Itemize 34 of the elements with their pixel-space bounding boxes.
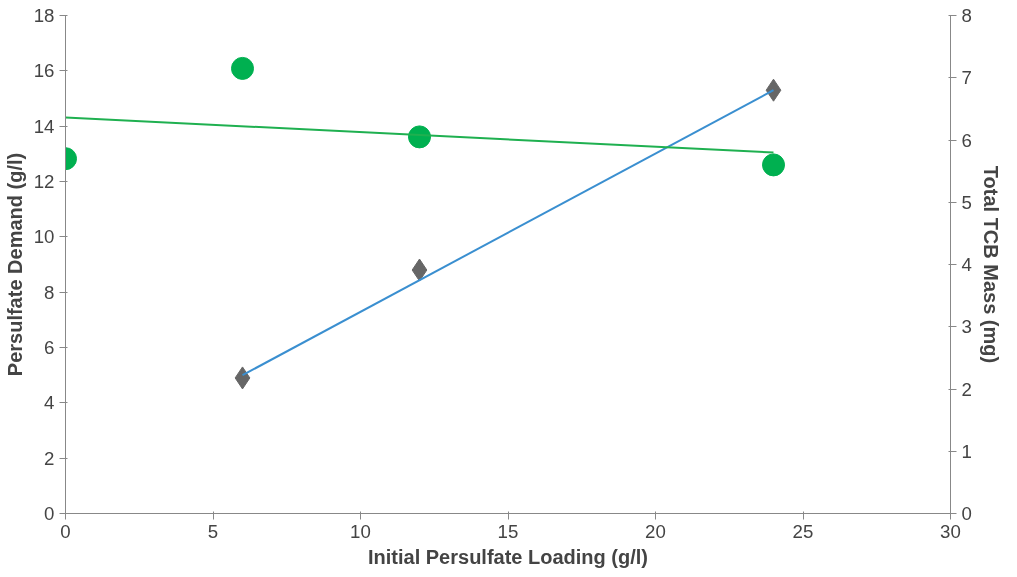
y2-axis-title: Total TCB Mass (mg) (979, 165, 1002, 364)
x-axis-title: Initial Persulfate Loading (g/l) (367, 545, 649, 568)
y2-tick-label: 4 (961, 254, 972, 275)
y-tick-label: 10 (33, 226, 55, 248)
x-tick-label: 20 (645, 520, 666, 542)
y-tick-label: 12 (33, 171, 55, 192)
y-tick-label: 14 (33, 115, 55, 137)
x-tick-label: 25 (792, 520, 814, 542)
y2-tick-label: 7 (961, 67, 972, 89)
y-tick-label: 4 (44, 392, 55, 414)
y2-tick-label: 5 (961, 191, 972, 213)
y-tick-label: 8 (44, 281, 55, 303)
y2-tick-label: 1 (961, 440, 972, 462)
y2-tick-label: 2 (961, 378, 972, 400)
y2-tick-label: 3 (961, 316, 972, 338)
y-tick-label: 2 (44, 447, 55, 469)
y-tick-label: 6 (44, 337, 55, 358)
y-tick-label: 18 (33, 5, 55, 26)
point (411, 258, 428, 282)
y2-tick-label: 0 (961, 503, 972, 524)
y-tick-label: 0 (44, 503, 55, 524)
y-axis-title: Persulfate Demand (g/l) (3, 152, 26, 377)
y-tick-label: 16 (33, 60, 55, 82)
x-tick-label: 10 (350, 520, 371, 542)
x-tick-label: 30 (940, 520, 961, 542)
y2-tick-label: 6 (961, 129, 972, 151)
point (234, 366, 251, 390)
point (762, 153, 785, 177)
x-tick-label: 15 (497, 520, 519, 542)
point (231, 56, 254, 80)
x-tick-label: 5 (207, 520, 219, 542)
y2-tick-label: 8 (961, 5, 972, 26)
point (765, 78, 782, 102)
x-tick-label: 0 (60, 520, 71, 542)
